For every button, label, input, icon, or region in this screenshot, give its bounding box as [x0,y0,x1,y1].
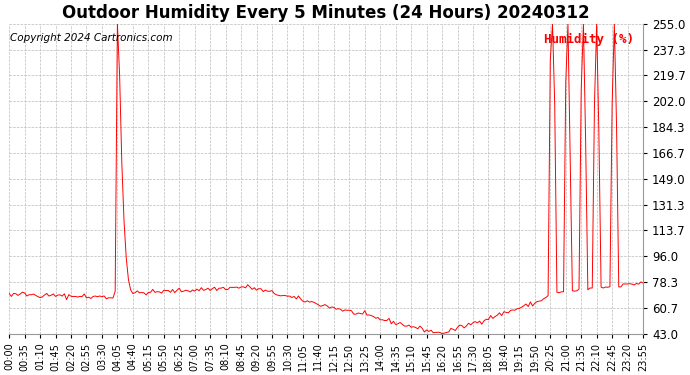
Title: Outdoor Humidity Every 5 Minutes (24 Hours) 20240312: Outdoor Humidity Every 5 Minutes (24 Hou… [62,4,590,22]
Text: Humidity (%): Humidity (%) [544,33,633,46]
Text: Copyright 2024 Cartronics.com: Copyright 2024 Cartronics.com [10,33,173,43]
